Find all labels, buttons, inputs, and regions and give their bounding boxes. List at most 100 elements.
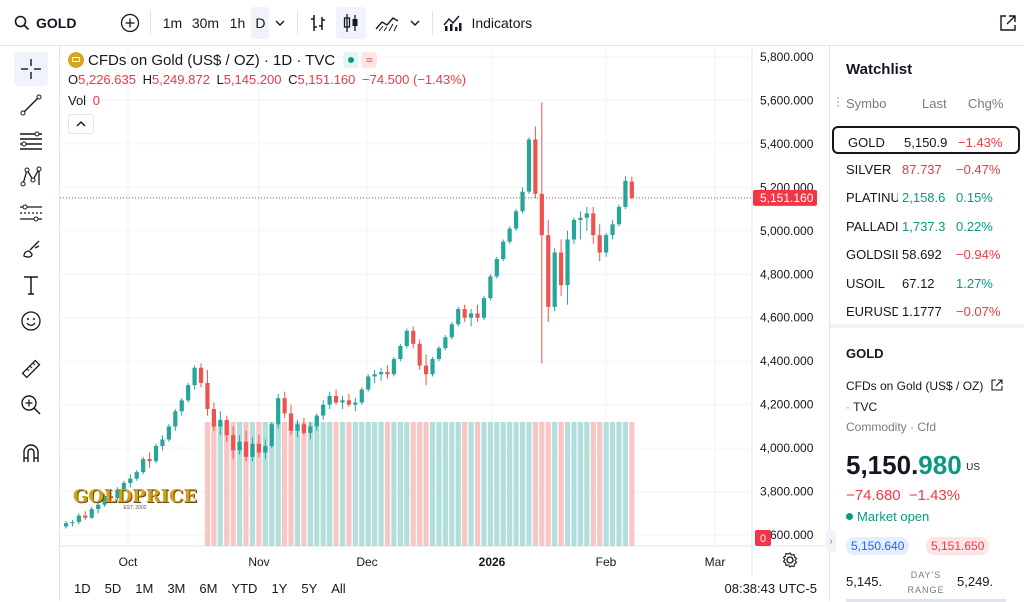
watch-chg: −0.94%: [956, 247, 1001, 262]
fullscreen-button[interactable]: [996, 7, 1020, 39]
volume-bar: [577, 422, 583, 546]
divider: [150, 10, 152, 35]
crosshair-tool[interactable]: [14, 52, 48, 86]
details-change: −74.680: [846, 487, 901, 504]
watchlist-title[interactable]: Watchlist: [846, 61, 913, 78]
candle-body: [449, 324, 454, 338]
price-axis-settings-button[interactable]: [781, 551, 799, 569]
range-all[interactable]: All: [331, 581, 346, 596]
candle-body: [423, 365, 429, 375]
watch-symbol: GOLD: [848, 135, 885, 150]
ask-badge[interactable]: 5,151.650: [926, 537, 990, 555]
prediction-tool[interactable]: [14, 196, 48, 230]
chart-type-dropdown[interactable]: [404, 7, 426, 39]
delayed-icon[interactable]: ≈: [361, 52, 378, 68]
close-value: 5,151.160: [297, 72, 356, 87]
zoom-tool[interactable]: [14, 388, 48, 422]
candle-body: [462, 309, 467, 318]
watch-chg: 0.15%: [956, 190, 993, 205]
watch-last: 1.1777: [902, 304, 942, 319]
watch-symbol: SILVER: [846, 161, 892, 177]
watchlist-row-usoil[interactable]: USOIL 67.12 1.27%: [830, 269, 1024, 297]
smiley-icon: [21, 311, 41, 331]
col-chg[interactable]: Chg%: [968, 96, 1004, 111]
range-1m[interactable]: 1M: [135, 581, 154, 596]
watchlist-row-platinum[interactable]: PLATINUM 2,158.6 0.15%: [830, 183, 1024, 211]
bar-style-button[interactable]: [304, 7, 332, 39]
panel-collapse-button[interactable]: ›: [826, 530, 836, 552]
interval-d[interactable]: D: [251, 6, 270, 39]
price-chart[interactable]: 5,800.0005,600.0005,400.0005,200.0005,00…: [60, 46, 825, 576]
watchlist-row-gold[interactable]: GOLD 5,150.9 −1.43%: [832, 126, 1020, 154]
candle-body: [295, 424, 300, 431]
details-change-pct: −1.43%: [908, 487, 961, 504]
candles-style-button[interactable]: [336, 6, 367, 39]
watchlist-row-palladium[interactable]: PALLADIUM1,737.3 0.22%: [830, 212, 1024, 240]
market-status-dot[interactable]: [343, 52, 360, 68]
range-1y[interactable]: 1Y: [271, 581, 288, 596]
range-1d[interactable]: 1D: [74, 581, 91, 596]
details-symbol[interactable]: GOLD: [846, 346, 884, 361]
volume-bar: [468, 422, 474, 546]
trend-line-tool[interactable]: [14, 88, 48, 122]
chart-pane[interactable]: 5,800.000 5,600.000 5,400.000 5,200.000 5,00…: [60, 46, 825, 576]
symbol-search[interactable]: GOLD: [14, 7, 76, 39]
range-3m[interactable]: 3M: [167, 581, 186, 596]
range-5y[interactable]: 5Y: [301, 581, 318, 596]
volume-bar: [474, 422, 481, 546]
candle-body: [250, 443, 255, 457]
price-integer: 5,150.: [846, 450, 919, 480]
collapse-legend-button[interactable]: [68, 114, 94, 134]
compare-button[interactable]: [116, 7, 144, 39]
volume-tag: [755, 530, 771, 546]
candle-body: [456, 309, 461, 325]
candle-body: [520, 191, 525, 212]
volume-bar: [429, 422, 436, 546]
open-external-icon[interactable]: [991, 379, 1003, 391]
range-5d[interactable]: 5D: [104, 581, 122, 596]
watchlist-panel: Watchlist · · · Symbol Last Chg% GOLD 5,150…: [826, 46, 1024, 602]
text-tool[interactable]: [14, 268, 48, 302]
magnet-icon: [23, 444, 39, 462]
watchlist-row-goldsilver[interactable]: GOLDSILVER 58.692 −0.94%: [830, 240, 1024, 268]
current-price-tag: [753, 189, 817, 206]
indicators-button[interactable]: Indicators: [443, 7, 532, 39]
watchlist-row-silver[interactable]: SILVER 87.737 −0.47%: [830, 155, 1024, 183]
candle-body: [218, 419, 223, 427]
measure-tool[interactable]: [14, 352, 48, 386]
col-symbol[interactable]: Symbol: [846, 96, 886, 111]
interval-dropdown[interactable]: [269, 7, 291, 39]
area-chart-icon: [375, 16, 399, 31]
indicators-icon: [443, 15, 462, 31]
volume-bar: [449, 422, 455, 546]
legend-title[interactable]: CFDs on Gold (US$ / OZ) · 1D · TVC: [88, 51, 336, 69]
change-value: −74.500 (−1.43%): [362, 72, 467, 87]
pattern-tool[interactable]: [14, 160, 48, 194]
range-ytd[interactable]: YTD: [231, 581, 258, 596]
candle-body: [308, 426, 313, 433]
volume-bar: [224, 422, 230, 546]
interval-1h[interactable]: 1h: [229, 14, 246, 31]
watchlist-row-eurusd[interactable]: EURUSD 1.1777 −0.07%: [830, 297, 1024, 325]
candle-body: [571, 219, 577, 240]
bid-badge[interactable]: 5,150.640: [846, 537, 910, 555]
area-style-button[interactable]: [370, 7, 404, 39]
clock[interactable]: 08:38:43 UTC-5: [724, 581, 818, 596]
volume-bar: [333, 422, 339, 546]
candle-body: [76, 515, 81, 523]
volume-bar: [558, 422, 564, 546]
brush-tool[interactable]: [14, 232, 48, 266]
close-label: C: [288, 72, 298, 87]
emoji-tool[interactable]: [14, 304, 48, 338]
col-last[interactable]: Last: [922, 96, 947, 111]
time-tick-label: 2026: [479, 555, 506, 569]
range-6m[interactable]: 6M: [199, 581, 218, 596]
candle-body: [501, 241, 506, 260]
interval-30m[interactable]: 30m: [191, 14, 220, 31]
fib-tool[interactable]: [14, 124, 48, 158]
drag-handle-icon[interactable]: · · ·: [836, 90, 840, 112]
candle-body: [436, 348, 442, 360]
magnet-tool[interactable]: [14, 436, 48, 470]
interval-1m[interactable]: 1m: [162, 14, 183, 31]
watch-symbol: EURUSD: [846, 304, 898, 319]
